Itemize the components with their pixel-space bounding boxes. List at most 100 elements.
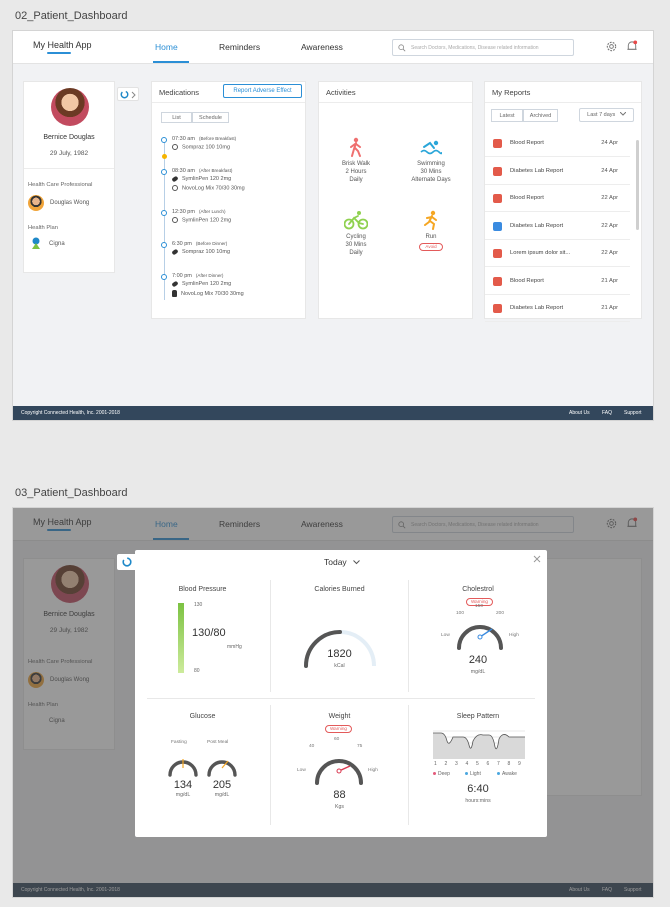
report-row[interactable]: Blood Report 22 Apr	[485, 185, 630, 212]
report-row[interactable]: Blood Report 24 Apr	[485, 130, 630, 157]
activity-run[interactable]: Run Avoid	[401, 210, 461, 251]
hcp-label: Health Care Professional	[28, 182, 93, 188]
swim-icon	[420, 140, 443, 155]
report-row[interactable]: Diabetes Lab Report 24 Apr	[485, 158, 630, 185]
sidebar-toggle[interactable]	[117, 87, 139, 101]
report-row[interactable]: Lorem ipsum dolor sit... 22 Apr	[485, 240, 630, 267]
tab-archived[interactable]: Archived	[523, 109, 558, 122]
weight-tile[interactable]: Weight Warning 40 60 75 Low High 88 Kgs	[271, 713, 408, 828]
gauge-tick: 150	[475, 604, 484, 609]
divider	[147, 698, 535, 699]
report-name: Diabetes Lab Report	[510, 305, 564, 311]
chevron-down-icon	[619, 111, 627, 116]
report-file-icon	[493, 166, 502, 176]
med-item[interactable]: Sompraz 100 10mg	[171, 248, 230, 255]
gauge-low-label: Low	[297, 768, 306, 773]
search-placeholder: Search Doctors, Medications, Disease rel…	[411, 45, 539, 51]
hcp-avatar[interactable]	[28, 195, 44, 211]
sleep-hour-tick: 1	[434, 761, 437, 767]
search-icon	[398, 44, 406, 52]
report-row[interactable]: Diabetes Lab Report 22 Apr	[485, 213, 630, 240]
report-scrollbar[interactable]	[636, 140, 639, 230]
legend-label: Awake	[502, 771, 517, 777]
link-support[interactable]: Support	[624, 410, 642, 416]
activity-duration: 30 Mins	[420, 169, 442, 175]
sleep-tile[interactable]: Sleep Pattern 1 2 3 4 5 6 7 8 9 Deep Light Awake 6…	[409, 713, 547, 828]
warning-badge: Warning	[466, 598, 493, 606]
range-value: Last 7 days	[587, 112, 616, 118]
activity-name: Run	[425, 234, 437, 240]
activity-swimming[interactable]: Swimming 30 Mins Alternate Days	[401, 137, 461, 184]
report-row[interactable]: Diabetes Lab Report 21 Apr	[485, 295, 630, 322]
reports-card: My Reports Latest Archived Last 7 days B…	[484, 81, 642, 322]
bell-icon[interactable]	[626, 40, 638, 53]
activities-title: Activities	[326, 88, 356, 97]
report-adverse-effect-button[interactable]: Report Adverse Effect	[223, 84, 302, 98]
divider	[408, 705, 409, 825]
gauge-tick: 75	[357, 744, 363, 749]
activity-name: Cycling	[346, 234, 366, 240]
med-item[interactable]: Sompraz 100 10mg	[172, 144, 230, 150]
med-name: NovoLog Mix 70/30 30mg	[181, 290, 244, 297]
cycle-icon	[343, 211, 369, 230]
plan-name: Cigna	[49, 241, 65, 247]
gear-icon[interactable]	[605, 40, 618, 53]
sleep-hour-tick: 5	[476, 761, 479, 767]
tab-awareness[interactable]: Awareness	[301, 42, 343, 52]
activity-brisk-walk[interactable]: Brisk Walk 2 Hours Daily	[326, 137, 386, 184]
glucose-unit: mg/dL	[175, 792, 191, 798]
close-icon[interactable]	[533, 555, 541, 563]
tab-home[interactable]: Home	[155, 42, 178, 52]
period-select[interactable]: Today	[324, 557, 360, 567]
sleep-chart	[433, 730, 525, 759]
calories-tile[interactable]: Calories Burned 1820 kCal	[271, 586, 408, 696]
search-input[interactable]: Search Doctors, Medications, Disease rel…	[392, 39, 574, 56]
blood-pressure-tile[interactable]: Blood Pressure 130 80 130/80 mmHg	[135, 586, 270, 696]
calories-unit: kCal	[334, 663, 345, 669]
walk-icon	[350, 137, 361, 157]
tile-title: Blood Pressure	[178, 586, 227, 593]
sleep-hour-tick: 8	[507, 761, 511, 767]
med-name: NovoLog Mix 70/30 30mg	[182, 185, 245, 192]
divider	[485, 102, 641, 103]
pen-icon	[171, 175, 179, 182]
report-file-icon	[493, 194, 502, 203]
tab-schedule[interactable]: Schedule	[192, 112, 229, 123]
report-file-icon	[493, 304, 502, 313]
med-time: 07:30 am	[172, 136, 195, 142]
med-name: SymlinPen 120 2mg	[182, 217, 232, 224]
pen-icon	[171, 248, 179, 255]
hcp-name[interactable]: Douglas Wong	[50, 200, 90, 206]
avatar[interactable]	[51, 88, 89, 126]
activities-card: Activities Brisk Walk 2 Hours Daily Swim…	[318, 81, 473, 319]
active-tab-indicator	[153, 61, 189, 63]
report-name: Blood Report	[510, 277, 544, 284]
tab-reminders[interactable]: Reminders	[219, 42, 261, 52]
link-faq[interactable]: FAQ	[602, 410, 613, 416]
app-brand[interactable]: My Health App	[33, 40, 92, 50]
glucose-tile[interactable]: Glucose Fasting Post Meal 134 205 mg/dL …	[135, 713, 270, 828]
check-circle-icon	[172, 185, 178, 191]
legend-dot	[465, 772, 468, 776]
cholesterol-tile[interactable]: Cholestrol Warning 100 150 200 Low High …	[409, 586, 547, 696]
range-select[interactable]: Last 7 days	[579, 108, 634, 122]
cigna-logo-icon	[32, 237, 40, 249]
report-date: 21 Apr	[601, 305, 618, 311]
divider	[408, 580, 409, 692]
report-row[interactable]: Blood Report 21 Apr	[485, 268, 630, 295]
gauge-tick: 100	[456, 611, 465, 616]
postmeal-value: 205	[212, 779, 232, 791]
footer: Copyright Connected Health, Inc. 2001-20…	[13, 406, 653, 420]
med-item[interactable]: SymlinPen 120 2mg	[171, 175, 231, 182]
patient-dob: 29 July, 1982	[49, 150, 89, 157]
med-item[interactable]: SymlinPen 120 2mg	[171, 280, 231, 287]
med-item[interactable]: NovoLog Mix 70/30 30mg	[172, 290, 244, 297]
med-item[interactable]: NovoLog Mix 70/30 30mg	[172, 185, 245, 191]
tab-list[interactable]: List	[161, 112, 192, 123]
link-about-us[interactable]: About Us	[569, 410, 590, 416]
tab-latest[interactable]: Latest	[491, 109, 523, 122]
activity-cycling[interactable]: Cycling 30 Mins Daily	[326, 210, 386, 257]
legend-item: Awake	[497, 771, 517, 777]
copyright: Copyright Connected Health, Inc. 2001-20…	[21, 410, 120, 416]
med-item[interactable]: SymlinPen 120 2mg	[172, 217, 231, 223]
